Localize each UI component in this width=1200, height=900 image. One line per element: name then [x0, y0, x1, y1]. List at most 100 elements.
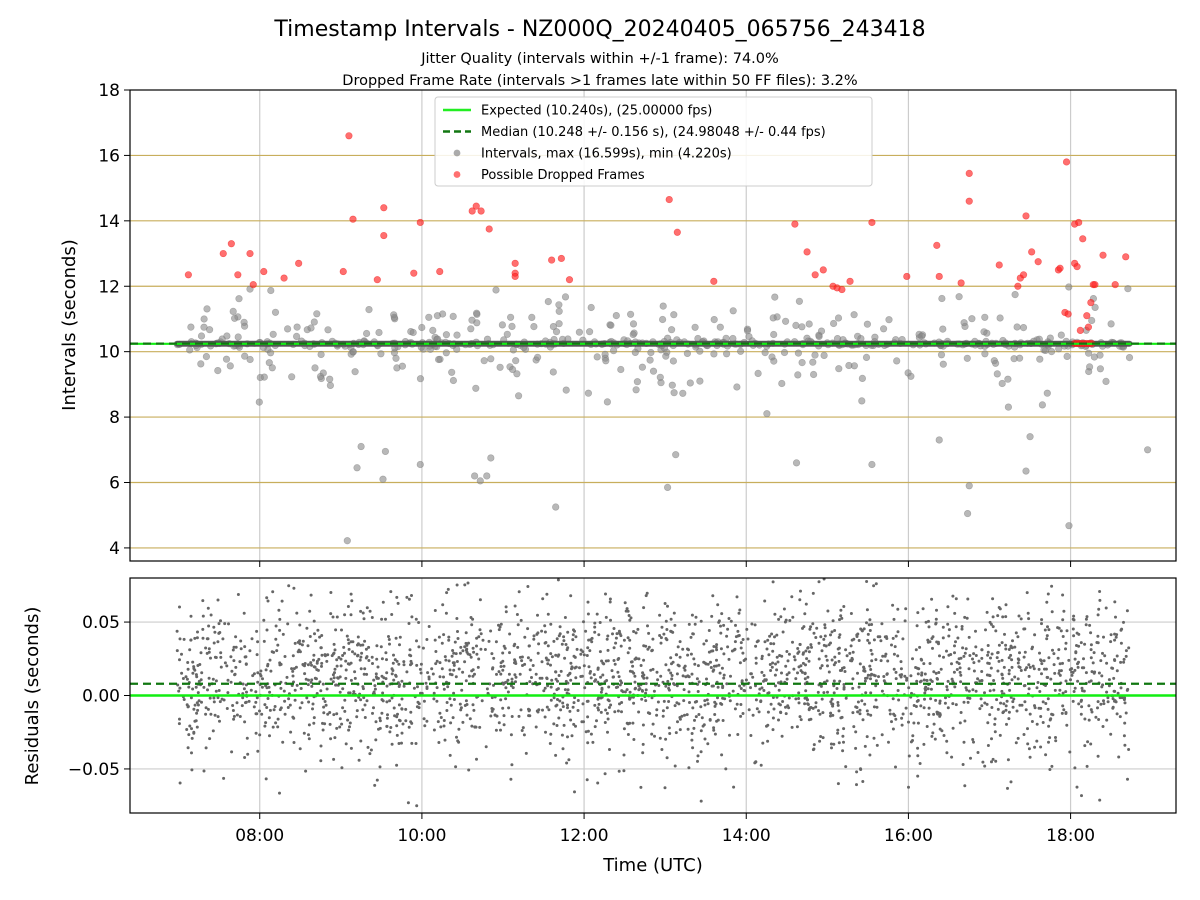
- residual-point: [949, 653, 953, 656]
- residual-point: [670, 674, 674, 677]
- residual-point: [878, 635, 882, 639]
- residual-point: [1123, 743, 1127, 747]
- residual-point: [297, 648, 301, 652]
- residual-point: [660, 748, 664, 751]
- residual-point: [623, 601, 627, 605]
- residual-point: [442, 633, 446, 637]
- residual-point: [1094, 715, 1098, 719]
- residual-point: [1027, 617, 1031, 621]
- residual-point: [556, 698, 559, 701]
- residual-point: [344, 742, 348, 746]
- residual-point: [225, 664, 229, 668]
- residual-point: [1037, 706, 1041, 710]
- residual-point: [561, 701, 565, 705]
- residual-point: [232, 645, 236, 649]
- residual-point: [414, 617, 418, 621]
- residual-point: [1112, 689, 1116, 693]
- residual-point: [546, 662, 550, 666]
- interval-point: [555, 320, 563, 328]
- residual-point: [562, 639, 566, 643]
- interval-point: [351, 368, 359, 376]
- residual-point: [877, 675, 880, 679]
- dropped-frame-point: [345, 132, 353, 140]
- residual-point: [751, 713, 755, 717]
- residual-point: [333, 648, 337, 652]
- residual-point: [720, 612, 724, 616]
- residual-point: [489, 714, 493, 718]
- residual-point: [458, 651, 462, 655]
- residual-point: [1016, 635, 1020, 639]
- residual-point: [381, 600, 385, 604]
- residual-point: [193, 636, 197, 640]
- residual-point: [704, 639, 708, 643]
- residual-point: [903, 674, 907, 678]
- residual-point: [874, 658, 878, 662]
- residual-point: [1001, 676, 1005, 680]
- residual-point: [394, 673, 398, 677]
- residual-point: [616, 709, 620, 713]
- residual-point: [1000, 658, 1004, 662]
- residual-point: [528, 668, 532, 672]
- residual-point: [483, 648, 487, 651]
- residual-point: [554, 670, 558, 674]
- residual-point: [820, 649, 824, 653]
- residual-point: [819, 635, 823, 639]
- residual-point: [712, 645, 716, 648]
- residual-point: [249, 688, 253, 692]
- interval-point: [398, 362, 407, 370]
- residual-point: [1004, 704, 1008, 708]
- residual-point: [300, 643, 304, 647]
- residual-point: [858, 712, 862, 716]
- residual-point: [797, 665, 801, 669]
- residual-point: [504, 686, 508, 690]
- residual-point: [656, 678, 660, 682]
- interval-point: [769, 314, 777, 322]
- residual-point: [402, 663, 406, 667]
- residual-point: [1017, 614, 1021, 618]
- residual-point: [810, 645, 813, 649]
- residual-point: [274, 624, 278, 628]
- residual-point: [338, 717, 342, 721]
- residual-point: [831, 713, 835, 717]
- residual-point: [554, 653, 558, 657]
- residual-point: [641, 674, 644, 678]
- residual-point: [860, 699, 864, 703]
- residual-point: [674, 731, 678, 735]
- residual-point: [1064, 641, 1068, 645]
- residual-point: [1038, 651, 1041, 655]
- residual-point: [321, 728, 325, 732]
- residual-point: [276, 717, 280, 721]
- residual-point: [1082, 666, 1086, 670]
- residual-point: [390, 696, 394, 700]
- interval-point: [792, 321, 800, 330]
- residual-point: [674, 653, 678, 657]
- residual-point: [945, 751, 949, 755]
- interval-point: [487, 355, 495, 363]
- residual-point: [561, 747, 565, 751]
- residual-point: [294, 665, 298, 669]
- residual-point: [340, 628, 343, 632]
- residual-point: [356, 643, 359, 647]
- residual-point: [353, 676, 357, 680]
- residual-point: [931, 635, 935, 639]
- residual-point: [504, 610, 508, 614]
- residual-point: [565, 761, 569, 765]
- residual-point: [537, 642, 541, 646]
- residual-point: [869, 677, 872, 681]
- residual-point: [781, 700, 785, 703]
- residual-point: [864, 676, 867, 680]
- residual-point: [833, 655, 837, 659]
- residual-point: [432, 697, 436, 701]
- residual-point: [858, 662, 862, 666]
- residual-point: [1096, 613, 1100, 617]
- residual-point: [546, 684, 550, 688]
- residual-point: [493, 713, 497, 717]
- residual-point: [993, 717, 997, 721]
- residual-point: [1010, 665, 1014, 669]
- residual-point: [517, 590, 521, 594]
- residual-point: [398, 635, 402, 639]
- residual-point: [314, 639, 318, 643]
- residual-point: [1045, 637, 1049, 641]
- residual-point: [269, 669, 273, 673]
- residual-point: [514, 675, 518, 679]
